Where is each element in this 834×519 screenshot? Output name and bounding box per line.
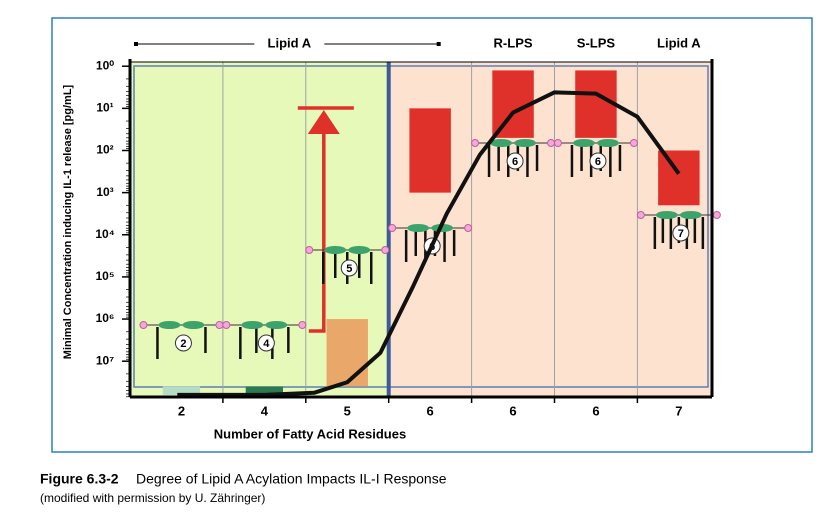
y-tick-label: 10⁵ bbox=[96, 269, 115, 283]
phosphate bbox=[305, 246, 314, 254]
group-label: Lipid A bbox=[657, 35, 701, 50]
phosphate bbox=[629, 139, 638, 147]
sugar bbox=[655, 211, 678, 219]
y-tick-label: 10⁷ bbox=[96, 353, 114, 367]
x-tick-label: 6 bbox=[592, 403, 599, 418]
range-bar bbox=[245, 386, 284, 395]
sugar bbox=[241, 321, 264, 329]
phosphate bbox=[215, 321, 224, 329]
group-end bbox=[436, 42, 441, 46]
range-bar bbox=[326, 319, 368, 387]
phosphate bbox=[381, 246, 390, 254]
sugar bbox=[158, 321, 181, 329]
phosphate bbox=[471, 139, 480, 147]
range-bar bbox=[575, 70, 617, 138]
inner-border bbox=[133, 65, 709, 388]
range-bar bbox=[162, 386, 201, 395]
phosphate bbox=[388, 224, 397, 232]
sugar bbox=[572, 139, 595, 147]
acyl-count: 4 bbox=[263, 338, 270, 350]
response-curve bbox=[177, 90, 681, 397]
phosphate bbox=[636, 211, 645, 219]
phosphate bbox=[464, 224, 473, 232]
arrow-line bbox=[308, 125, 326, 333]
sugar bbox=[407, 224, 430, 232]
group-label: R-LPS bbox=[494, 35, 533, 50]
arrow-head bbox=[307, 110, 340, 134]
sugar bbox=[596, 139, 619, 147]
group-end bbox=[134, 42, 138, 46]
molecule: 5 bbox=[305, 246, 390, 284]
acyl-count: 5 bbox=[346, 263, 352, 275]
molecule: 6 bbox=[553, 139, 638, 177]
y-axis-label: Minimal Concentration inducing IL-1 rele… bbox=[62, 84, 74, 359]
sugar bbox=[324, 246, 347, 254]
group-label: S-LPS bbox=[577, 35, 616, 50]
caption-label: Figure 6.3-2 bbox=[40, 471, 119, 487]
x-tick-label: 7 bbox=[675, 403, 682, 418]
phosphate bbox=[139, 321, 148, 329]
number-badge bbox=[174, 334, 192, 352]
number-badge bbox=[257, 334, 275, 352]
sugar bbox=[348, 246, 371, 254]
acyl-count: 6 bbox=[512, 156, 518, 168]
y-tick-label: 10³ bbox=[96, 185, 113, 199]
group-label: Lipid A bbox=[268, 35, 312, 50]
acyl-count: 2 bbox=[180, 338, 186, 350]
x-tick-label: 2 bbox=[178, 403, 185, 418]
phosphate bbox=[222, 321, 231, 329]
phosphate bbox=[553, 139, 562, 147]
phosphate bbox=[298, 321, 307, 329]
y-tick-label: 10⁶ bbox=[96, 311, 115, 325]
y-tick-label: 10⁴ bbox=[95, 227, 114, 241]
sugar bbox=[490, 139, 513, 147]
phosphate bbox=[712, 211, 721, 219]
molecule: 4 bbox=[222, 321, 307, 359]
y-tick-label: 10¹ bbox=[96, 101, 113, 115]
molecule: 6 bbox=[471, 139, 556, 177]
caption-note: (modified with permission by U. Zähringe… bbox=[40, 491, 265, 505]
sugar bbox=[265, 321, 288, 329]
x-tick-label: 6 bbox=[509, 403, 516, 418]
number-badge bbox=[506, 152, 524, 170]
x-tick-label: 4 bbox=[261, 403, 269, 418]
number-badge bbox=[340, 259, 358, 277]
molecule: 2 bbox=[139, 321, 224, 359]
sugar bbox=[182, 321, 205, 329]
molecule: 7 bbox=[636, 211, 721, 249]
sugar bbox=[514, 139, 537, 147]
number-badge bbox=[672, 224, 690, 242]
y-tick-label: 10² bbox=[96, 143, 113, 157]
y-tick-label: 10⁰ bbox=[96, 58, 114, 72]
x-tick-label: 6 bbox=[427, 403, 434, 418]
acyl-count: 6 bbox=[595, 156, 601, 168]
number-badge bbox=[589, 152, 607, 170]
x-tick-label: 5 bbox=[344, 403, 351, 418]
phosphate bbox=[547, 139, 556, 147]
range-bar bbox=[658, 150, 700, 206]
caption-text: Degree of Lipid A Acylation Impacts IL-I… bbox=[136, 471, 447, 487]
acyl-count: 7 bbox=[678, 228, 684, 240]
range-bar bbox=[409, 108, 451, 193]
sugar bbox=[679, 211, 702, 219]
x-axis-label: Number of Fatty Acid Residues bbox=[214, 426, 406, 441]
